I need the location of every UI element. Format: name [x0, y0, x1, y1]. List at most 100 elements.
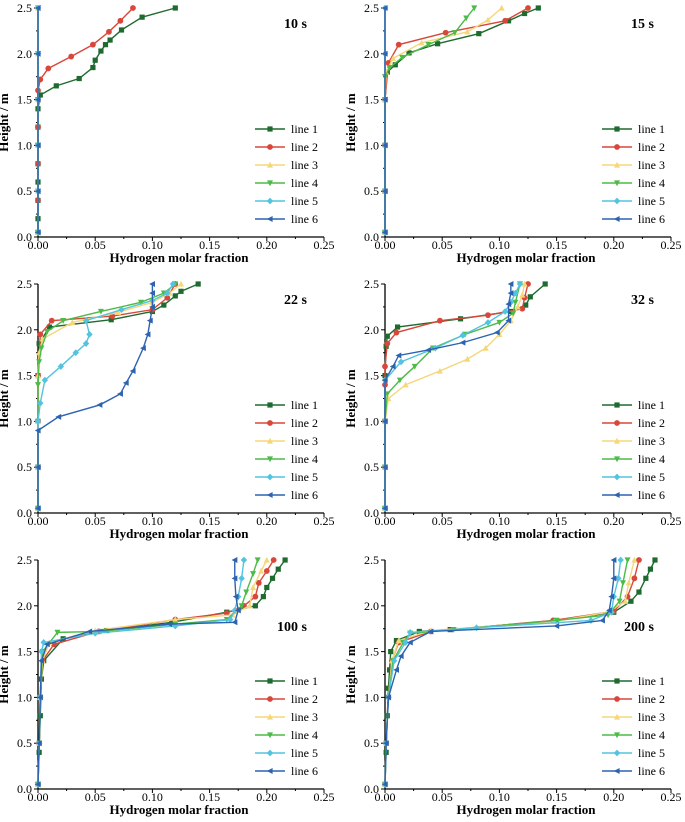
data-point	[425, 42, 432, 48]
legend-label: line 4	[291, 728, 318, 742]
data-point	[122, 379, 129, 386]
series-line-2	[35, 5, 136, 236]
data-point	[139, 14, 145, 20]
data-point	[393, 329, 400, 336]
data-point	[34, 188, 41, 195]
data-point	[149, 290, 155, 297]
data-point	[631, 575, 638, 582]
data-point	[264, 584, 270, 591]
data-point	[622, 598, 629, 604]
data-point	[390, 55, 397, 61]
x-tick-label: 0.25	[661, 238, 682, 252]
data-point	[107, 37, 113, 43]
legend-label: line 1	[291, 674, 318, 688]
legend-label: line 6	[291, 488, 318, 502]
legend-item: line 3	[602, 710, 665, 724]
data-point	[223, 610, 230, 617]
data-point	[502, 17, 509, 24]
data-point	[484, 16, 491, 23]
series-path	[384, 559, 640, 785]
legend-item: line 4	[255, 728, 318, 742]
legend-marker	[614, 713, 620, 720]
legend-marker	[267, 456, 273, 463]
data-point	[231, 606, 238, 614]
x-tick-label: 0.25	[661, 514, 682, 528]
y-tick-label: 1.5	[17, 369, 32, 383]
data-point	[436, 367, 443, 374]
data-point	[619, 580, 626, 587]
legend-label: line 3	[638, 434, 665, 448]
x-tick-label: 0.05	[432, 238, 453, 252]
data-point	[389, 363, 396, 370]
data-point	[652, 557, 658, 563]
data-point	[37, 92, 43, 98]
data-point	[427, 628, 434, 635]
data-point	[406, 639, 413, 646]
panel-title: 200 s	[624, 620, 655, 635]
data-point	[106, 28, 112, 35]
data-point	[118, 306, 125, 314]
data-point	[381, 188, 388, 195]
series-path	[37, 283, 176, 509]
data-point	[381, 5, 388, 11]
series-path	[37, 284, 154, 509]
data-point	[463, 15, 470, 22]
data-point	[395, 352, 402, 359]
data-point	[269, 575, 276, 581]
series-path	[384, 560, 615, 785]
legend-item: line 1	[602, 674, 665, 688]
series-line-4	[382, 557, 631, 788]
data-point	[164, 294, 171, 301]
legend-item: line 3	[602, 158, 665, 172]
data-point	[37, 399, 44, 407]
data-point	[45, 65, 52, 72]
legend-marker	[613, 492, 620, 498]
data-point	[507, 281, 514, 287]
y-tick-label: 1.0	[17, 138, 32, 152]
x-axis-label: Hydrogen molar fraction	[110, 802, 250, 817]
legend-item: line 5	[255, 470, 318, 484]
x-tick-label: 0.20	[256, 514, 277, 528]
legend-label: line 2	[638, 416, 665, 430]
legend-item: line 1	[602, 122, 665, 136]
series-path	[37, 283, 174, 509]
legend-item: line 4	[602, 176, 665, 190]
legend-item: line 1	[255, 122, 318, 136]
chart-panel-3: 0.00 0.05 0.10 0.15 0.20 0.25 0.0 0.5 1.0 1.5 2.0 2…	[0, 277, 335, 541]
legend-label: line 1	[638, 398, 665, 412]
data-point	[390, 657, 398, 665]
data-point	[512, 299, 519, 306]
legend-marker	[267, 420, 273, 426]
x-tick-label: 0.25	[314, 790, 335, 804]
chart-panel-5: 0.00 0.05 0.10 0.15 0.20 0.25 0.0 0.5 1.0 1.5 2.0 2…	[0, 553, 335, 817]
legend-label: line 4	[638, 452, 665, 466]
data-point	[510, 310, 517, 317]
data-point	[383, 343, 389, 349]
x-tick-label: 0.25	[661, 790, 682, 804]
data-point	[53, 83, 59, 89]
series-path	[384, 7, 475, 233]
x-axis-label: Hydrogen molar fraction	[110, 250, 250, 265]
x-tick-label: 0.20	[603, 238, 624, 252]
x-tick-label: 0.15	[199, 790, 220, 804]
legend-marker	[267, 180, 273, 187]
data-point	[505, 301, 512, 308]
series-path	[384, 283, 521, 509]
legend-label: line 2	[291, 692, 318, 706]
data-point	[525, 5, 531, 11]
x-tick-label: 0.00	[28, 790, 49, 804]
legend-label: line 3	[291, 158, 318, 172]
y-tick-label: 0.0	[17, 230, 32, 244]
data-point	[69, 319, 76, 326]
legend-marker	[267, 144, 273, 150]
x-tick-label: 0.00	[28, 514, 49, 528]
y-tick-label: 0.0	[364, 782, 379, 796]
data-point	[37, 76, 44, 83]
legend-label: line 6	[638, 764, 665, 778]
data-point	[615, 574, 622, 582]
legend-label: line 2	[291, 416, 318, 430]
data-point	[521, 280, 528, 287]
legend: line 1 line 2 line 3 line 4 line 5 line 6	[255, 674, 318, 778]
legend-marker	[267, 713, 273, 720]
data-point	[172, 5, 178, 11]
